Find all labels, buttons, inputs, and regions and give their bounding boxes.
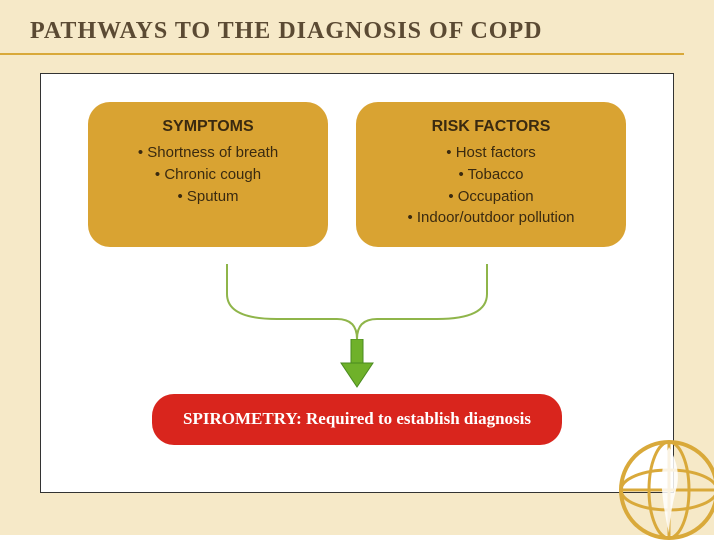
symptoms-item: Chronic cough bbox=[106, 164, 310, 186]
symptoms-item: Sputum bbox=[106, 186, 310, 208]
down-arrow-icon bbox=[339, 339, 375, 389]
riskfactors-item: Host factors bbox=[374, 142, 608, 164]
title-underline bbox=[0, 53, 684, 55]
globe-icon bbox=[614, 435, 714, 545]
symptoms-list: Shortness of breath Chronic cough Sputum bbox=[106, 142, 310, 207]
riskfactors-item: Tobacco bbox=[374, 164, 608, 186]
symptoms-item: Shortness of breath bbox=[106, 142, 310, 164]
symptoms-title: SYMPTOMS bbox=[106, 118, 310, 136]
symptoms-box: SYMPTOMS Shortness of breath Chronic cou… bbox=[88, 102, 328, 247]
riskfactors-box: RISK FACTORS Host factors Tobacco Occupa… bbox=[356, 102, 626, 247]
page-title: PATHWAYS TO THE DIAGNOSIS OF COPD bbox=[0, 0, 714, 53]
riskfactors-list: Host factors Tobacco Occupation Indoor/o… bbox=[374, 142, 608, 229]
spirometry-box: SPIROMETRY: Required to establish diagno… bbox=[152, 394, 562, 445]
riskfactors-item: Indoor/outdoor pollution bbox=[374, 207, 608, 229]
riskfactors-item: Occupation bbox=[374, 186, 608, 208]
page-root: PATHWAYS TO THE DIAGNOSIS OF COPD SYMPTO… bbox=[0, 0, 714, 535]
diagram-frame: SYMPTOMS Shortness of breath Chronic cou… bbox=[40, 73, 674, 493]
top-row: SYMPTOMS Shortness of breath Chronic cou… bbox=[41, 74, 673, 247]
riskfactors-title: RISK FACTORS bbox=[374, 118, 608, 136]
